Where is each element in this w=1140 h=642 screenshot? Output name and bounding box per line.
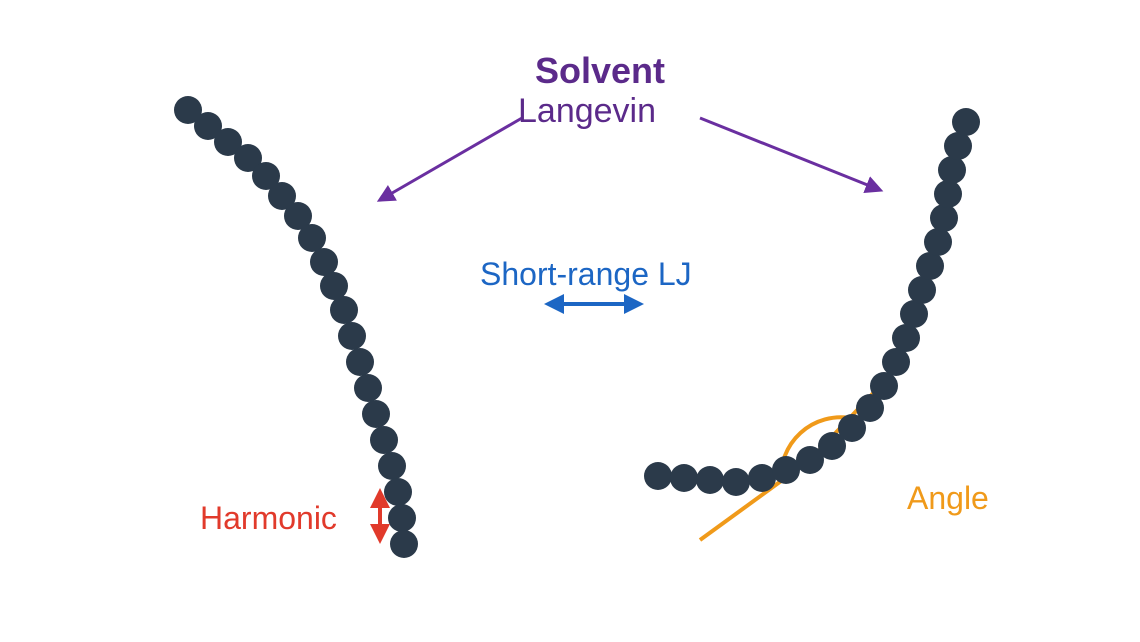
bead (924, 228, 952, 256)
bead (384, 478, 412, 506)
bead (370, 426, 398, 454)
bead (388, 504, 416, 532)
bead (722, 468, 750, 496)
bead (900, 300, 928, 328)
bead (916, 252, 944, 280)
bead (670, 464, 698, 492)
bead (930, 204, 958, 232)
bead (944, 132, 972, 160)
bead (330, 296, 358, 324)
bead (938, 156, 966, 184)
shortlj-label: Short-range LJ (480, 256, 692, 293)
solvent-arrow-right (700, 118, 880, 190)
bead (644, 462, 672, 490)
bead (870, 372, 898, 400)
bead (390, 530, 418, 558)
bead (882, 348, 910, 376)
harmonic-label: Harmonic (200, 500, 337, 537)
bead (908, 276, 936, 304)
bead (354, 374, 382, 402)
bead (934, 180, 962, 208)
bead (696, 466, 724, 494)
bead (298, 224, 326, 252)
polymer-chain-right (644, 108, 980, 496)
bead (952, 108, 980, 136)
angle-label: Angle (907, 480, 989, 517)
polymer-chain-left (174, 96, 418, 558)
bead (892, 324, 920, 352)
bead (346, 348, 374, 376)
langevin-label: Langevin (518, 92, 656, 131)
bead (310, 248, 338, 276)
bead (772, 456, 800, 484)
bead (338, 322, 366, 350)
bead (362, 400, 390, 428)
bead (748, 464, 776, 492)
solvent-label: Solvent (535, 50, 665, 92)
solvent-arrow-left (380, 118, 522, 200)
bead (378, 452, 406, 480)
bead (320, 272, 348, 300)
